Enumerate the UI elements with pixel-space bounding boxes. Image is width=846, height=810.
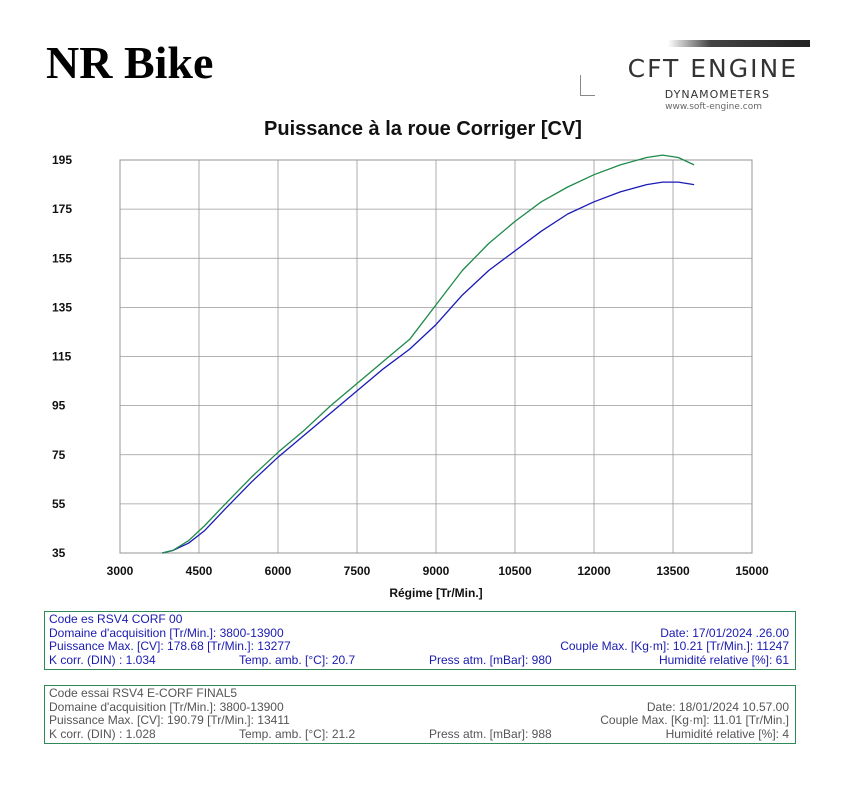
x-tick-label: 3000 bbox=[107, 564, 134, 578]
run-info-box-2: Code essai RSV4 E-CORF FINAL5 Domaine d'… bbox=[44, 685, 796, 744]
x-tick-label: 4500 bbox=[186, 564, 213, 578]
run2-temp: Temp. amb. [°C]: 21.2 bbox=[239, 726, 356, 741]
y-tick-label: 195 bbox=[52, 153, 72, 167]
x-tick-label: 15000 bbox=[735, 564, 769, 578]
y-tick-label: 55 bbox=[52, 497, 66, 511]
logo-bar bbox=[668, 40, 810, 47]
run1-puissance: Puissance Max. [CV]: 178.68 [Tr/Min.]: 1… bbox=[49, 639, 291, 653]
run2-kcorr: K corr. (DIN) : 1.028 bbox=[49, 726, 156, 741]
y-tick-label: 115 bbox=[52, 350, 72, 364]
x-tick-label: 7500 bbox=[344, 564, 371, 578]
x-tick-label: 6000 bbox=[265, 564, 292, 578]
run1-domaine: Domaine d'acquisition [Tr/Min.]: 3800-13… bbox=[49, 625, 284, 640]
y-tick-label: 35 bbox=[52, 546, 66, 560]
power-chart: 35 55 75 95 115 135 155 175 195 3000 4500 6000 7500… bbox=[52, 153, 769, 600]
run2-date: Date: 18/01/2024 10.57.00 bbox=[646, 699, 789, 714]
run1-code: Code es RSV4 CORF 00 bbox=[49, 612, 183, 626]
brand-title: NR Bike bbox=[46, 37, 214, 88]
logo-line2: DYNAMOMETERS bbox=[664, 88, 770, 101]
x-tick-label: 10500 bbox=[498, 564, 532, 578]
run2-domaine: Domaine d'acquisition [Tr/Min.]: 3800-13… bbox=[49, 699, 284, 714]
y-tick-label: 135 bbox=[52, 300, 72, 314]
run2-humid: Humidité relative [%]: 4 bbox=[665, 726, 789, 741]
run2-code: Code essai RSV4 E-CORF FINAL5 bbox=[49, 686, 238, 700]
run2-puissance: Puissance Max. [CV]: 190.79 [Tr/Min.]: 1… bbox=[49, 713, 290, 727]
run1-kcorr: K corr. (DIN) : 1.034 bbox=[49, 652, 156, 667]
run1-temp: Temp. amb. [°C]: 20.7 bbox=[239, 652, 356, 667]
run1-date: Date: 17/01/2024 .26.00 bbox=[660, 625, 789, 640]
logo-bracket bbox=[580, 75, 595, 96]
y-tick-label: 75 bbox=[52, 448, 66, 462]
y-tick-label: 175 bbox=[52, 202, 72, 216]
x-tick-label: 9000 bbox=[423, 564, 450, 578]
logo-line3: www.soft-engine.com bbox=[665, 102, 762, 112]
series-line-2 bbox=[161, 154, 695, 554]
run2-couple: Couple Max. [Kg·m]: 11.01 [Tr/Min.] bbox=[600, 713, 789, 727]
cft-engine-logo: CFT ENGINE DYNAMOMETERS www.soft-engine.… bbox=[580, 30, 810, 120]
y-tick-labels: 35 55 75 95 115 135 155 175 195 bbox=[52, 153, 72, 560]
x-axis-label: Régime [Tr/Min.] bbox=[389, 586, 482, 600]
run1-couple: Couple Max. [Kg·m]: 10.21 [Tr/Min.]: 112… bbox=[560, 639, 789, 653]
x-tick-label: 12000 bbox=[577, 564, 611, 578]
chart-series bbox=[161, 154, 695, 554]
y-tick-label: 95 bbox=[52, 399, 66, 413]
x-tick-label: 13500 bbox=[656, 564, 690, 578]
x-tick-labels: 3000 4500 6000 7500 9000 10500 12000 13500 15000 bbox=[107, 564, 769, 578]
run-info-box-1: Code es RSV4 CORF 00 Domaine d'acquisiti… bbox=[44, 611, 796, 670]
run1-press: Press atm. [mBar]: 980 bbox=[429, 652, 552, 667]
series-line-1 bbox=[161, 181, 695, 554]
logo-line1: CFT ENGINE bbox=[627, 54, 798, 83]
run1-humid: Humidité relative [%]: 61 bbox=[658, 652, 789, 667]
chart-title: Puissance à la roue Corriger [CV] bbox=[264, 118, 582, 140]
chart-grid bbox=[119, 159, 753, 554]
y-tick-label: 155 bbox=[52, 251, 72, 265]
run2-press: Press atm. [mBar]: 988 bbox=[429, 726, 552, 741]
